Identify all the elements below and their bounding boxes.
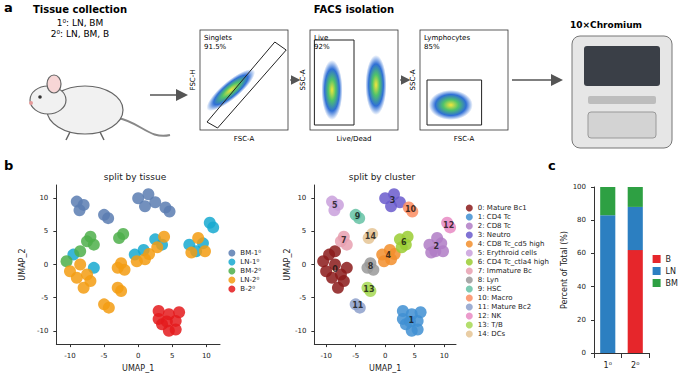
svg-text:14: DCs: 14: DCs [478, 330, 506, 338]
svg-text:5: 5 [44, 227, 48, 235]
svg-text:40: 40 [577, 283, 586, 291]
svg-text:7: 7 [341, 236, 347, 245]
svg-text:10: 10 [202, 352, 211, 360]
svg-text:0: 0 [582, 349, 586, 357]
svg-text:1: CD4 Tc: 1: CD4 Tc [478, 213, 511, 221]
svg-text:60: 60 [577, 249, 586, 257]
html-text:b: b [4, 158, 14, 173]
svg-text:BM: BM [666, 279, 678, 288]
svg-text:split by tissue: split by tissue [104, 172, 167, 182]
svg-text:5: Erythroid cells: 5: Erythroid cells [478, 249, 537, 257]
svg-text:1⁰: LN, BM: 1⁰: LN, BM [57, 18, 104, 28]
svg-text:0: 0 [332, 265, 338, 274]
svg-text:SSC-A: SSC-A [409, 69, 417, 90]
html-text:c: c [548, 158, 556, 173]
svg-text:91.5%: 91.5% [204, 43, 227, 51]
svg-text:2: 2 [433, 242, 439, 251]
svg-text:20: 20 [577, 316, 586, 324]
svg-text:9: 9 [355, 212, 361, 221]
svg-text:4: 4 [386, 251, 392, 260]
svg-text:4: CD8 Tc_cd5 high: 4: CD8 Tc_cd5 high [478, 240, 545, 248]
svg-text:Live/Dead: Live/Dead [336, 135, 371, 143]
svg-text:92%: 92% [314, 43, 330, 51]
svg-text:-5: -5 [41, 294, 48, 302]
svg-text:FSC-A: FSC-A [234, 135, 255, 143]
svg-text:11: 11 [352, 301, 364, 310]
svg-text:-10: -10 [295, 327, 306, 335]
svg-text:12: 12 [443, 221, 454, 230]
svg-text:B: B [666, 255, 672, 264]
svg-text:5: 5 [302, 227, 306, 235]
svg-text:FSC-H: FSC-H [189, 69, 197, 90]
svg-text:Lymphocytes: Lymphocytes [424, 34, 470, 42]
svg-text:2⁰: LN, BM, B: 2⁰: LN, BM, B [51, 29, 110, 39]
svg-text:0: Mature Bc1: 0: Mature Bc1 [478, 204, 527, 212]
svg-text:-5: -5 [101, 352, 108, 360]
svg-text:-10: -10 [64, 352, 75, 360]
svg-text:100: 100 [573, 183, 586, 191]
svg-text:3: Neutro: 3: Neutro [478, 231, 511, 239]
svg-text:B-2⁰: B-2⁰ [240, 285, 255, 293]
svg-text:Singlets: Singlets [204, 34, 232, 42]
svg-text:-5: -5 [299, 294, 306, 302]
svg-text:5: 5 [170, 352, 174, 360]
svg-text:10×Chromium: 10×Chromium [570, 20, 642, 30]
svg-text:UMAP_1: UMAP_1 [122, 364, 154, 373]
svg-text:10: Macro: 10: Macro [478, 294, 513, 302]
svg-text:Tissue collection: Tissue collection [33, 4, 127, 15]
svg-text:BM-1⁰: BM-1⁰ [240, 249, 261, 257]
svg-text:1: 1 [408, 316, 414, 325]
svg-text:12: NK: 12: NK [478, 312, 502, 320]
svg-text:8: 8 [368, 262, 374, 271]
svg-text:Percent of Total (%): Percent of Total (%) [560, 231, 569, 309]
svg-text:6: CD4 Tc_ctla4 high: 6: CD4 Tc_ctla4 high [478, 258, 549, 266]
svg-text:0: 0 [302, 261, 306, 269]
svg-text:5: 5 [412, 352, 416, 360]
svg-text:14: 14 [365, 232, 377, 241]
svg-text:10: 10 [405, 205, 417, 214]
svg-text:LN-1⁰: LN-1⁰ [240, 258, 259, 266]
svg-text:SSC-A: SSC-A [299, 69, 307, 90]
svg-text:10: 10 [297, 194, 306, 202]
svg-text:13: 13 [363, 285, 374, 294]
svg-text:13: T/B: 13: T/B [478, 321, 503, 329]
svg-text:3: 3 [390, 196, 396, 205]
svg-text:FACS isolation: FACS isolation [314, 4, 394, 15]
svg-text:9: HSC: 9: HSC [478, 285, 502, 293]
svg-text:5: 5 [332, 201, 338, 210]
svg-text:85%: 85% [424, 43, 440, 51]
svg-text:2⁰: 2⁰ [631, 361, 639, 370]
svg-text:80: 80 [577, 216, 586, 224]
svg-text:FSC-A: FSC-A [454, 135, 475, 143]
svg-text:-5: -5 [352, 352, 359, 360]
svg-text:0: 0 [44, 261, 48, 269]
svg-text:Live: Live [314, 34, 328, 42]
svg-text:8: Lyn: 8: Lyn [478, 276, 499, 284]
svg-text:6: 6 [401, 238, 407, 247]
svg-text:BM-2⁰: BM-2⁰ [240, 267, 261, 275]
html-text:a: a [4, 0, 13, 15]
svg-text:7: Immature Bc: 7: Immature Bc [478, 267, 532, 275]
svg-text:2: CD8 Tc: 2: CD8 Tc [478, 222, 511, 230]
svg-text:0: 0 [383, 352, 387, 360]
svg-text:UMAP_2: UMAP_2 [283, 248, 292, 280]
svg-text:1⁰: 1⁰ [604, 361, 612, 370]
svg-text:UMAP_1: UMAP_1 [369, 364, 401, 373]
svg-text:0: 0 [136, 352, 140, 360]
svg-text:LN-2⁰: LN-2⁰ [240, 276, 259, 284]
svg-text:-10: -10 [37, 327, 48, 335]
svg-text:10: 10 [39, 194, 48, 202]
svg-text:UMAP_2: UMAP_2 [18, 248, 27, 280]
svg-text:-10: -10 [320, 352, 331, 360]
svg-text:split by cluster: split by cluster [349, 172, 416, 182]
svg-text:10: 10 [440, 352, 449, 360]
svg-text:LN: LN [666, 267, 676, 276]
svg-text:11: Mature Bc2: 11: Mature Bc2 [478, 303, 531, 311]
